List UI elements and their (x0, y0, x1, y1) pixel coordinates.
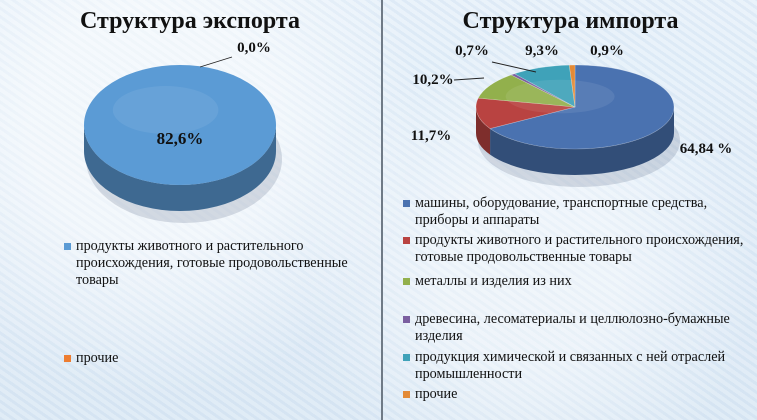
legend-label: прочие (76, 350, 119, 366)
data-label-древесина-лесоматериалы-: 0,7% (455, 43, 489, 59)
legend-label: металлы и изделия из них (415, 273, 572, 289)
pie-slice-продукты-животного-и-рас (475, 97, 576, 129)
export-legend: продукты животного и растительного проис… (64, 236, 364, 386)
data-label-прочие: 0,0% (237, 40, 271, 56)
import-legend-item: продукты животного и растительного проис… (403, 232, 753, 266)
export-panel: Структура экспорта 82,6% 0,0% продукты жи… (64, 8, 364, 386)
import-legend-item: древесина, лесоматериалы и целлюлозно-бу… (403, 311, 753, 345)
legend-swatch (403, 200, 410, 207)
legend-swatch (403, 237, 410, 244)
pie-slice-машины-оборудование-тран (489, 64, 675, 150)
pie-slice-продукция-химической-и-с (513, 64, 576, 108)
data-label-металлы-и-изделия-из-них: 10,2% (412, 72, 453, 88)
legend-label: продукты животного и растительного проис… (415, 232, 744, 265)
pie-slice-продукты-животного-и-рас (84, 65, 276, 185)
data-label-машины-оборудование-тран: 64,84 % (680, 141, 733, 157)
pie-slice-древесина-лесоматериалы- (510, 73, 576, 108)
leader-line-металлы-и-изделия-из-них (453, 77, 485, 81)
legend-label: машины, оборудование, транспортные средс… (415, 195, 708, 228)
legend-swatch (403, 391, 410, 398)
import-legend-item: прочие (403, 386, 753, 403)
pie-side-продукты-животного-и-рас (84, 125, 276, 211)
leader-line-прочие (199, 56, 233, 68)
legend-label: древесина, лесоматериалы и целлюлозно-бу… (415, 311, 730, 344)
legend-label: продукция химической и связанных с ней о… (415, 349, 726, 382)
panel-divider (381, 0, 383, 420)
export-pie-chart: 82,6% 0,0% (84, 40, 282, 223)
import-legend: машины, оборудование, транспортные средс… (403, 194, 753, 414)
legend-swatch (403, 316, 410, 323)
import-legend-item: машины, оборудование, транспортные средс… (403, 195, 753, 229)
legend-swatch (64, 243, 71, 250)
pie-slice-прочие (568, 64, 576, 108)
export-legend-item: продукты животного и растительного проис… (64, 238, 364, 289)
data-label-прочие: 0,9% (590, 43, 624, 59)
pie-slice-металлы-и-изделия-из-них (477, 74, 576, 108)
legend-label: прочие (415, 386, 458, 402)
pie-highlight (505, 79, 615, 114)
pie-side-продукты-животного-и-рас (476, 107, 491, 155)
import-panel: Структура импорта 64,84 % 11,7% 10,2% 0,7% 9… (384, 0, 757, 420)
import-chart-title: Структура импорта (462, 8, 679, 34)
legend-swatch (403, 278, 410, 285)
legend-swatch (403, 354, 410, 361)
import-legend-item: продукция химической и связанных с ней о… (403, 349, 753, 383)
legend-swatch (64, 355, 71, 362)
pie-highlight (112, 86, 219, 134)
import-pie-chart: 64,84 % 11,7% 10,2%0,7% 9,3% 0,9% (411, 43, 733, 187)
pie-side-машины-оборудование-тран (490, 107, 674, 175)
export-legend-item: прочие (64, 350, 364, 367)
data-label-продукция-химической-и-с: 9,3% (525, 43, 559, 59)
import-legend-item: металлы и изделия из них (403, 273, 753, 290)
leader-line-древесина-лесоматериалы- (491, 61, 537, 73)
legend-label: продукты животного и растительного проис… (76, 238, 348, 288)
export-chart-title: Структура экспорта (80, 8, 300, 34)
data-label-продукты-животного-и-рас: 11,7% (411, 128, 451, 144)
data-label-продукты-животного-и-рас: 82,6% (157, 129, 204, 148)
